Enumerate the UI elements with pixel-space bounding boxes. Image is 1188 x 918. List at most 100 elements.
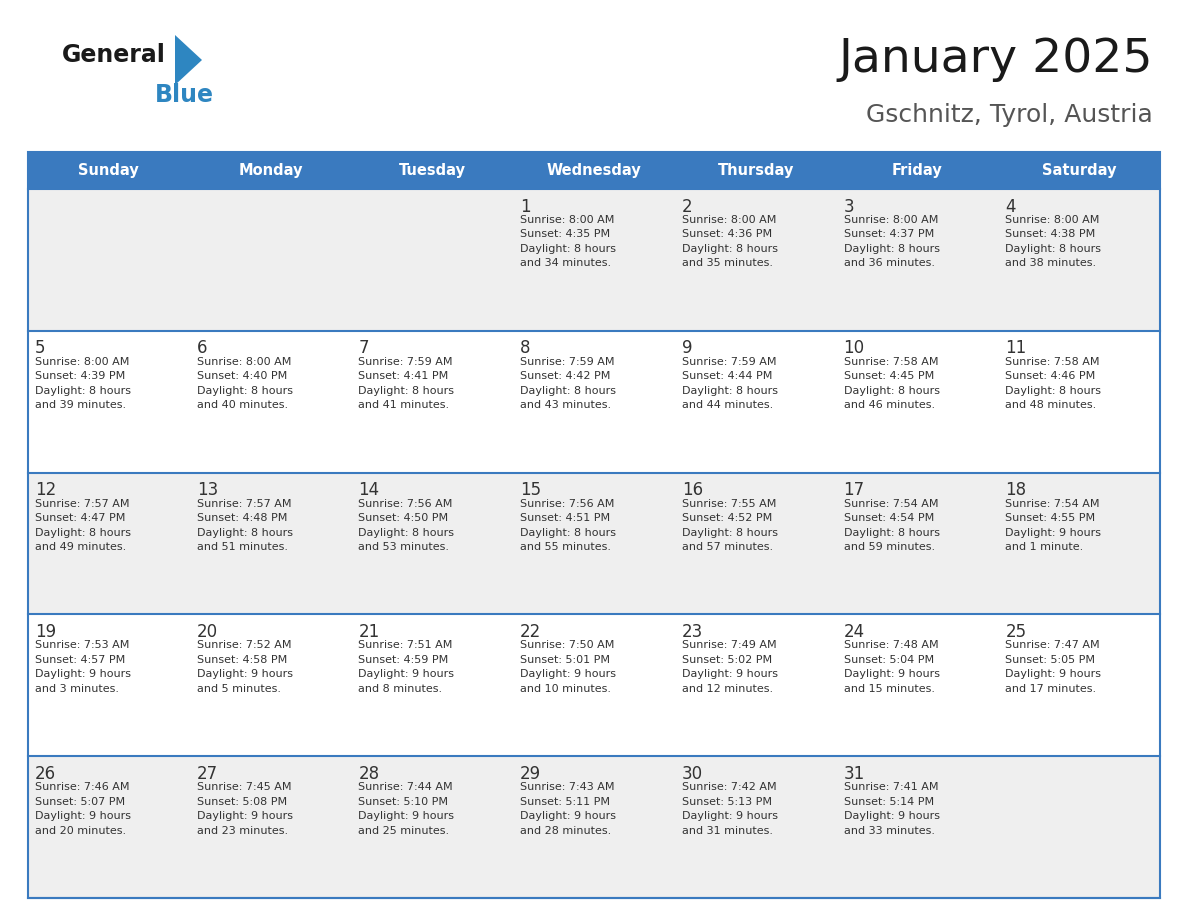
- Text: Gschnitz, Tyrol, Austria: Gschnitz, Tyrol, Austria: [866, 103, 1154, 127]
- Text: Daylight: 9 hours: Daylight: 9 hours: [34, 669, 131, 679]
- Text: Sunset: 4:42 PM: Sunset: 4:42 PM: [520, 371, 611, 381]
- Text: Sunset: 4:55 PM: Sunset: 4:55 PM: [1005, 513, 1095, 523]
- Text: and 17 minutes.: and 17 minutes.: [1005, 684, 1097, 694]
- Text: 4: 4: [1005, 197, 1016, 216]
- Text: Sunset: 4:52 PM: Sunset: 4:52 PM: [682, 513, 772, 523]
- Text: Sunset: 5:14 PM: Sunset: 5:14 PM: [843, 797, 934, 807]
- Text: and 36 minutes.: and 36 minutes.: [843, 259, 935, 268]
- Text: Daylight: 9 hours: Daylight: 9 hours: [1005, 528, 1101, 538]
- Text: and 39 minutes.: and 39 minutes.: [34, 400, 126, 410]
- Text: Sunset: 5:04 PM: Sunset: 5:04 PM: [843, 655, 934, 665]
- Text: 16: 16: [682, 481, 703, 499]
- Text: and 8 minutes.: and 8 minutes.: [359, 684, 443, 694]
- Text: and 51 minutes.: and 51 minutes.: [197, 543, 287, 552]
- Text: and 10 minutes.: and 10 minutes.: [520, 684, 611, 694]
- Text: 17: 17: [843, 481, 865, 499]
- Text: Tuesday: Tuesday: [399, 163, 466, 178]
- Text: Sunrise: 8:00 AM: Sunrise: 8:00 AM: [843, 215, 939, 225]
- Text: Sunset: 4:37 PM: Sunset: 4:37 PM: [843, 230, 934, 240]
- Text: Sunrise: 7:53 AM: Sunrise: 7:53 AM: [34, 641, 129, 650]
- Text: 24: 24: [843, 623, 865, 641]
- Text: Sunset: 4:41 PM: Sunset: 4:41 PM: [359, 371, 449, 381]
- Text: Daylight: 8 hours: Daylight: 8 hours: [843, 386, 940, 396]
- Text: Sunrise: 7:59 AM: Sunrise: 7:59 AM: [520, 357, 614, 367]
- Text: Daylight: 8 hours: Daylight: 8 hours: [843, 528, 940, 538]
- Text: 15: 15: [520, 481, 542, 499]
- Text: 5: 5: [34, 340, 45, 357]
- Text: Sunset: 4:58 PM: Sunset: 4:58 PM: [197, 655, 287, 665]
- Text: and 59 minutes.: and 59 minutes.: [843, 543, 935, 552]
- Text: Sunset: 4:57 PM: Sunset: 4:57 PM: [34, 655, 125, 665]
- Bar: [29, 330, 1159, 473]
- Text: and 53 minutes.: and 53 minutes.: [359, 543, 449, 552]
- Text: Daylight: 8 hours: Daylight: 8 hours: [359, 528, 455, 538]
- Text: Sunrise: 7:58 AM: Sunrise: 7:58 AM: [1005, 357, 1100, 367]
- Text: 1: 1: [520, 197, 531, 216]
- Text: Daylight: 8 hours: Daylight: 8 hours: [34, 386, 131, 396]
- Text: 7: 7: [359, 340, 369, 357]
- Text: Sunset: 4:51 PM: Sunset: 4:51 PM: [520, 513, 611, 523]
- Text: Sunrise: 7:45 AM: Sunrise: 7:45 AM: [197, 782, 291, 792]
- Text: Sunset: 4:59 PM: Sunset: 4:59 PM: [359, 655, 449, 665]
- Text: 9: 9: [682, 340, 693, 357]
- Text: Sunrise: 7:59 AM: Sunrise: 7:59 AM: [682, 357, 776, 367]
- Text: 27: 27: [197, 765, 217, 783]
- Text: Daylight: 8 hours: Daylight: 8 hours: [682, 386, 778, 396]
- Text: and 46 minutes.: and 46 minutes.: [843, 400, 935, 410]
- Text: and 33 minutes.: and 33 minutes.: [843, 825, 935, 835]
- Text: Sunrise: 8:00 AM: Sunrise: 8:00 AM: [197, 357, 291, 367]
- Text: Sunrise: 7:43 AM: Sunrise: 7:43 AM: [520, 782, 614, 792]
- Text: 13: 13: [197, 481, 217, 499]
- Text: and 48 minutes.: and 48 minutes.: [1005, 400, 1097, 410]
- Text: Sunset: 4:48 PM: Sunset: 4:48 PM: [197, 513, 287, 523]
- Text: Sunset: 5:05 PM: Sunset: 5:05 PM: [1005, 655, 1095, 665]
- Text: 19: 19: [34, 623, 56, 641]
- Bar: [29, 189, 1159, 330]
- Text: Sunrise: 7:54 AM: Sunrise: 7:54 AM: [1005, 498, 1100, 509]
- Text: Sunrise: 7:55 AM: Sunrise: 7:55 AM: [682, 498, 776, 509]
- Text: Sunset: 5:01 PM: Sunset: 5:01 PM: [520, 655, 611, 665]
- Text: Sunrise: 7:47 AM: Sunrise: 7:47 AM: [1005, 641, 1100, 650]
- Text: Sunrise: 7:46 AM: Sunrise: 7:46 AM: [34, 782, 129, 792]
- Text: Sunday: Sunday: [78, 163, 139, 178]
- Text: and 57 minutes.: and 57 minutes.: [682, 543, 773, 552]
- Text: Daylight: 9 hours: Daylight: 9 hours: [520, 669, 617, 679]
- Text: Daylight: 8 hours: Daylight: 8 hours: [197, 386, 292, 396]
- Text: Sunset: 4:38 PM: Sunset: 4:38 PM: [1005, 230, 1095, 240]
- Text: Sunset: 4:50 PM: Sunset: 4:50 PM: [359, 513, 449, 523]
- Text: Sunset: 4:46 PM: Sunset: 4:46 PM: [1005, 371, 1095, 381]
- Text: and 40 minutes.: and 40 minutes.: [197, 400, 287, 410]
- Text: January 2025: January 2025: [839, 38, 1154, 83]
- Text: Sunrise: 8:00 AM: Sunrise: 8:00 AM: [34, 357, 129, 367]
- Text: Sunrise: 7:57 AM: Sunrise: 7:57 AM: [34, 498, 129, 509]
- Text: Sunset: 4:47 PM: Sunset: 4:47 PM: [34, 513, 126, 523]
- Text: Daylight: 9 hours: Daylight: 9 hours: [843, 812, 940, 822]
- Text: Daylight: 8 hours: Daylight: 8 hours: [197, 528, 292, 538]
- Text: Sunset: 5:07 PM: Sunset: 5:07 PM: [34, 797, 125, 807]
- Bar: [29, 473, 1159, 614]
- Text: 14: 14: [359, 481, 379, 499]
- Text: and 38 minutes.: and 38 minutes.: [1005, 259, 1097, 268]
- Text: Sunrise: 7:58 AM: Sunrise: 7:58 AM: [843, 357, 939, 367]
- Text: Sunset: 4:40 PM: Sunset: 4:40 PM: [197, 371, 287, 381]
- Text: 29: 29: [520, 765, 542, 783]
- Text: and 15 minutes.: and 15 minutes.: [843, 684, 935, 694]
- Text: 8: 8: [520, 340, 531, 357]
- Text: Daylight: 8 hours: Daylight: 8 hours: [682, 528, 778, 538]
- Text: 12: 12: [34, 481, 56, 499]
- Polygon shape: [175, 35, 202, 85]
- Text: Sunset: 4:36 PM: Sunset: 4:36 PM: [682, 230, 772, 240]
- Text: Sunset: 5:13 PM: Sunset: 5:13 PM: [682, 797, 772, 807]
- Text: 18: 18: [1005, 481, 1026, 499]
- Text: 2: 2: [682, 197, 693, 216]
- Text: Sunset: 5:11 PM: Sunset: 5:11 PM: [520, 797, 611, 807]
- Text: Daylight: 8 hours: Daylight: 8 hours: [34, 528, 131, 538]
- Text: Sunrise: 7:41 AM: Sunrise: 7:41 AM: [843, 782, 939, 792]
- Text: Thursday: Thursday: [718, 163, 794, 178]
- Text: Sunset: 5:02 PM: Sunset: 5:02 PM: [682, 655, 772, 665]
- Text: Friday: Friday: [892, 163, 943, 178]
- Text: 31: 31: [843, 765, 865, 783]
- Text: Daylight: 8 hours: Daylight: 8 hours: [520, 528, 617, 538]
- Text: and 3 minutes.: and 3 minutes.: [34, 684, 119, 694]
- Text: and 28 minutes.: and 28 minutes.: [520, 825, 612, 835]
